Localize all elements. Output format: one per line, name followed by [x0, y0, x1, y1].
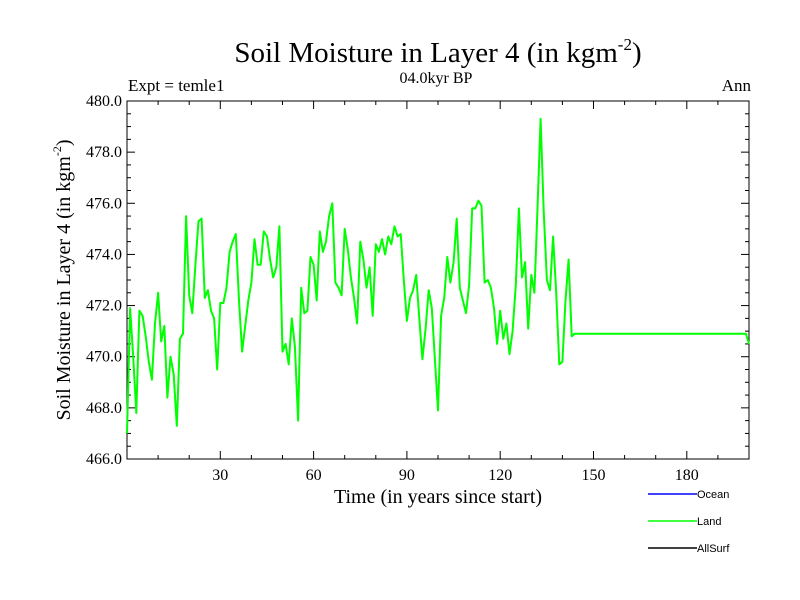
- x-tick-label: 90: [399, 467, 415, 484]
- y-tick-label: 474.0: [86, 246, 122, 263]
- y-axis-title: Soil Moisture in Layer 4 (in kgm-2): [50, 139, 75, 420]
- x-tick-label: 180: [675, 467, 699, 484]
- series-line-land: [126, 117, 750, 434]
- series-layer: [126, 117, 750, 434]
- y-axis-superscript: -2: [50, 146, 64, 156]
- x-axis: 30 60 90 120 150 180: [157, 101, 719, 484]
- period-label: Ann: [722, 76, 752, 95]
- y-tick-label: 468.0: [86, 400, 122, 417]
- x-tick-label: 120: [488, 467, 512, 484]
- title-close: ): [632, 37, 642, 69]
- legend-label-land: Land: [697, 516, 721, 528]
- x-axis-title: Time (in years since start): [334, 486, 542, 508]
- y-tick-label: 470.0: [86, 349, 122, 366]
- chart-subtitle: 04.0kyr BP: [400, 70, 473, 87]
- experiment-label: Expt = temle1: [128, 76, 224, 95]
- x-tick-label: 60: [306, 467, 322, 484]
- legend-label-ocean: Ocean: [697, 489, 729, 501]
- y-tick-label: 466.0: [86, 451, 122, 468]
- legend: Ocean Land AllSurf: [648, 489, 730, 555]
- y-tick-label: 476.0: [86, 195, 122, 212]
- x-tick-label: 150: [582, 467, 606, 484]
- y-tick-label: 472.0: [86, 298, 122, 315]
- y-tick-label: 478.0: [86, 144, 122, 161]
- y-tick-label: 480.0: [86, 93, 122, 110]
- y-axis-close: ): [53, 139, 75, 146]
- legend-label-allsurf: AllSurf: [697, 543, 730, 555]
- y-axis: 466.0 468.0 470.0 472.0 474.0 476.0 478.0 480.0: [86, 93, 749, 468]
- title-superscript: -2: [618, 35, 632, 54]
- chart-title: Soil Moisture in Layer 4 (in kgm-2): [234, 35, 641, 69]
- x-tick-label: 30: [212, 467, 228, 484]
